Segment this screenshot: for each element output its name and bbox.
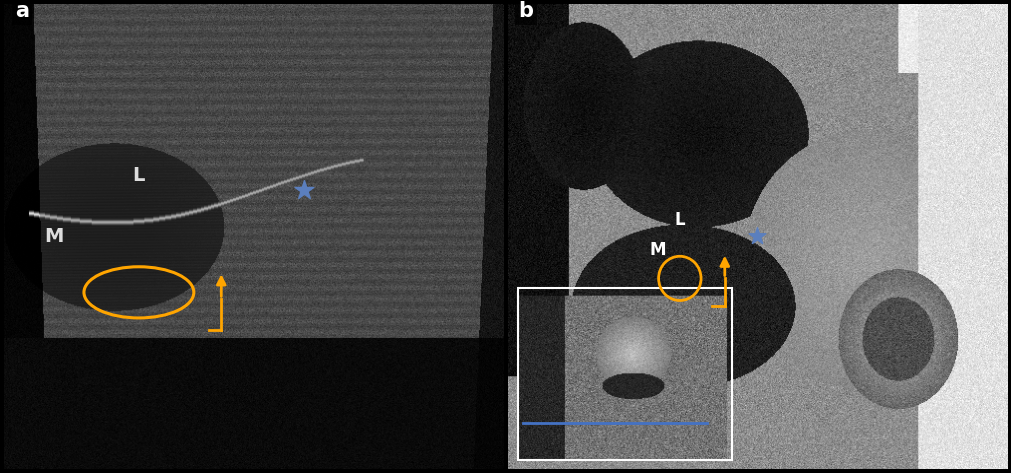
Text: M: M <box>44 227 64 246</box>
Text: L: L <box>132 166 146 185</box>
Text: L: L <box>674 211 685 229</box>
Point <box>295 279 311 287</box>
Text: b: b <box>519 1 534 21</box>
Bar <box>518 288 732 460</box>
Text: a: a <box>15 1 29 21</box>
Point <box>749 233 765 240</box>
Text: M: M <box>649 241 665 260</box>
